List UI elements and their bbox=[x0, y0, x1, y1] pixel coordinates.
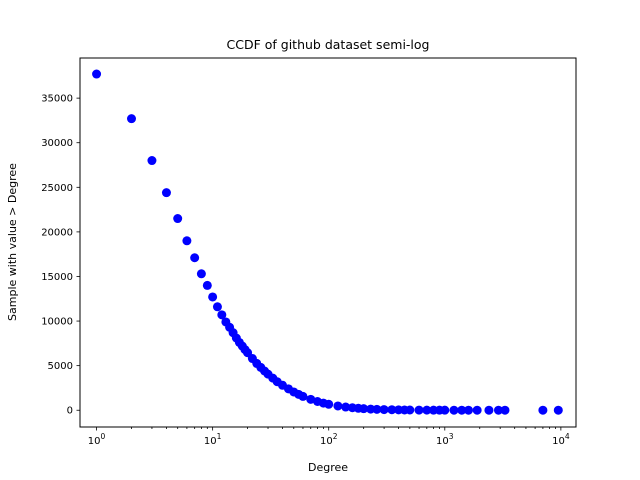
x-tick-label: 101 bbox=[204, 432, 222, 447]
data-point bbox=[212, 302, 222, 312]
data-point bbox=[405, 405, 415, 415]
y-tick-label: 0 bbox=[67, 406, 73, 417]
data-point bbox=[372, 404, 382, 414]
data-point bbox=[359, 404, 369, 414]
data-point bbox=[298, 391, 308, 401]
data-point bbox=[341, 402, 351, 412]
data-point bbox=[457, 405, 467, 415]
y-axis-label: Sample with value > Degree bbox=[6, 163, 19, 321]
y-tick-label: 30000 bbox=[41, 138, 73, 149]
data-point bbox=[463, 405, 473, 415]
data-point bbox=[414, 405, 424, 415]
data-point bbox=[440, 405, 450, 415]
data-point bbox=[147, 156, 157, 166]
y-axis: 0 5000 10000 15000 20000 25000 30000 35000 bbox=[41, 94, 80, 417]
data-point bbox=[538, 405, 548, 415]
data-point bbox=[208, 292, 218, 302]
data-point bbox=[161, 188, 171, 198]
data-point bbox=[449, 405, 459, 415]
plot-frame bbox=[79, 57, 577, 428]
data-point bbox=[472, 405, 482, 415]
y-tick-label: 25000 bbox=[41, 183, 73, 194]
data-point bbox=[217, 310, 227, 320]
x-tick-label: 102 bbox=[320, 432, 338, 447]
data-point bbox=[127, 114, 136, 124]
data-point bbox=[500, 405, 510, 415]
data-point bbox=[182, 236, 192, 246]
data-point bbox=[333, 401, 343, 411]
data-point bbox=[324, 399, 334, 409]
data-point bbox=[379, 405, 389, 415]
scatter-points bbox=[92, 69, 563, 415]
data-point bbox=[92, 69, 102, 79]
data-point bbox=[196, 269, 206, 279]
data-point bbox=[387, 405, 397, 415]
data-point bbox=[422, 405, 432, 415]
y-tick-label: 20000 bbox=[41, 227, 73, 238]
x-tick-label: 103 bbox=[436, 432, 454, 447]
x-tick-label: 104 bbox=[552, 432, 570, 447]
data-point bbox=[493, 405, 503, 415]
y-tick-label: 5000 bbox=[48, 361, 73, 372]
data-point bbox=[553, 405, 563, 415]
data-point bbox=[484, 405, 494, 415]
data-point bbox=[190, 253, 200, 263]
data-point bbox=[202, 280, 212, 290]
y-tick-label: 10000 bbox=[41, 317, 73, 328]
x-axis: 100 101 102 103 104 bbox=[88, 427, 570, 447]
chart-title: CCDF of github dataset semi-log bbox=[227, 37, 430, 52]
data-point bbox=[173, 214, 183, 224]
x-tick-label: 100 bbox=[88, 432, 106, 447]
y-tick-label: 15000 bbox=[41, 272, 73, 283]
x-axis-label: Degree bbox=[308, 461, 348, 474]
y-tick-label: 35000 bbox=[41, 94, 73, 105]
